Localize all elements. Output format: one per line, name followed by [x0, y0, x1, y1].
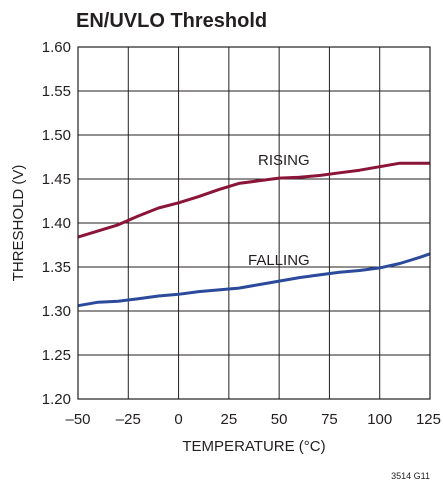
x-tick-label: –25 [116, 411, 141, 428]
y-tick-label: 1.20 [42, 391, 71, 408]
x-tick-label: 0 [174, 411, 182, 428]
y-tick-label: 1.60 [42, 39, 71, 56]
x-axis-label: TEMPERATURE (°C) [182, 438, 325, 455]
y-axis-label: THRESHOLD (V) [10, 165, 27, 282]
x-tick-label: 125 [416, 411, 441, 428]
plot-frame [77, 46, 431, 400]
x-tick-label: 75 [321, 411, 338, 428]
annotation-falling: FALLING [248, 252, 310, 269]
annotation-rising: RISING [258, 152, 310, 169]
series-layer [77, 161, 431, 308]
y-tick-label: 1.40 [42, 215, 71, 232]
series-line-rising [77, 161, 430, 239]
y-tick-label: 1.30 [42, 303, 71, 320]
series-line-falling [77, 252, 431, 308]
y-tick-label: 1.25 [42, 347, 71, 364]
figure-id: 3514 G11 [391, 471, 430, 481]
y-tick-label: 1.35 [42, 259, 71, 276]
y-tick-label: 1.55 [42, 83, 71, 100]
grid [78, 47, 430, 399]
y-tick-labels: 1.20 1.25 1.30 1.35 1.40 1.45 1.50 1.55 1.60 [42, 39, 71, 408]
x-tick-label: 50 [271, 411, 288, 428]
y-tick-label: 1.50 [42, 127, 71, 144]
x-tick-label: 25 [221, 411, 238, 428]
x-tick-label: 100 [367, 411, 392, 428]
y-tick-label: 1.45 [42, 171, 71, 188]
x-tick-labels: –50 –25 0 25 50 75 100 125 [65, 411, 441, 428]
x-tick-label: –50 [65, 411, 90, 428]
chart-title: EN/UVLO Threshold [76, 10, 267, 32]
